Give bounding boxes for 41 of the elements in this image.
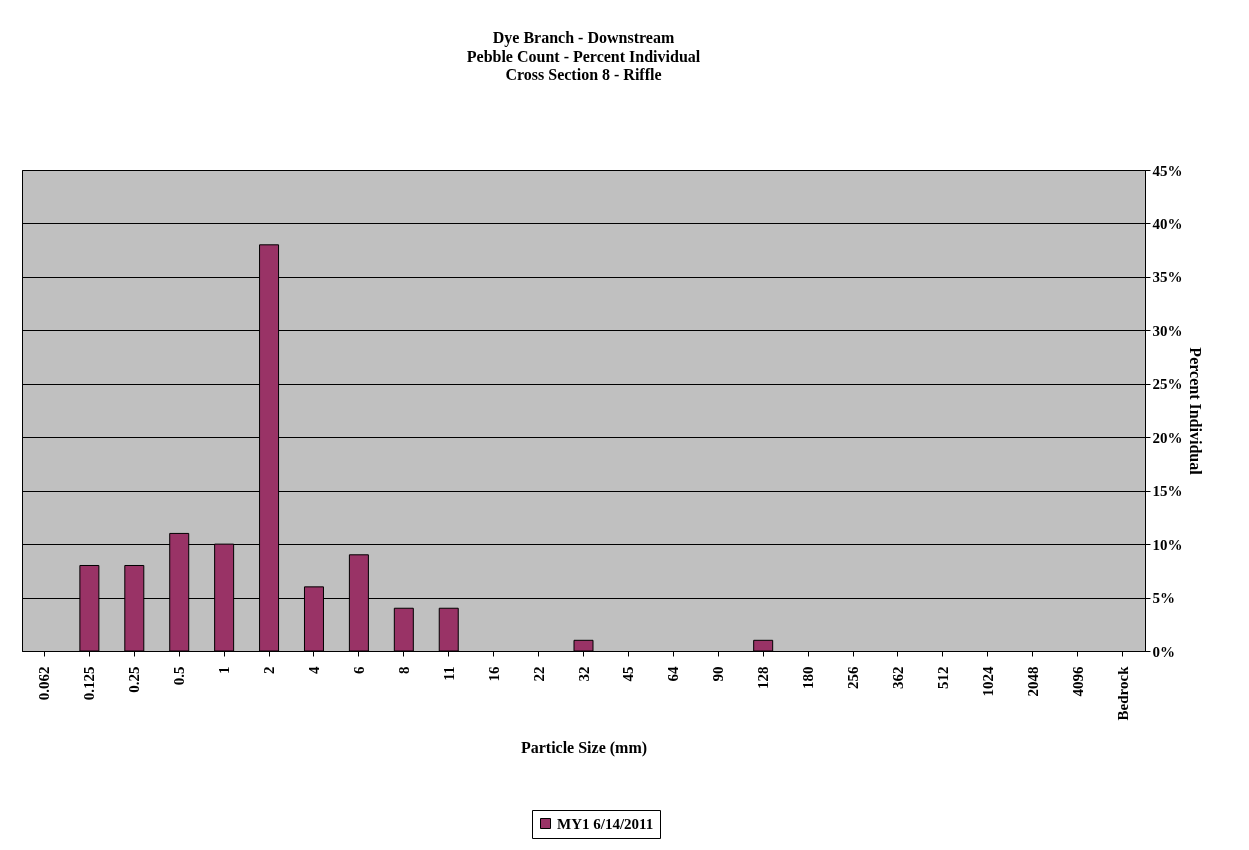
x-tick-label: 64 bbox=[665, 666, 682, 682]
x-tick-label: 1 bbox=[216, 666, 233, 674]
x-tick-label: 0.125 bbox=[81, 666, 98, 701]
y-tick-label: 10% bbox=[1152, 536, 1183, 553]
x-tick-label: 6 bbox=[350, 666, 367, 674]
y-tick-label: 45% bbox=[1152, 162, 1183, 179]
x-tick-label: 512 bbox=[934, 666, 951, 689]
y-tick-label: 35% bbox=[1152, 269, 1183, 286]
text: Pebble Count - Percent Individual bbox=[466, 48, 701, 65]
x-tick-label: 2048 bbox=[1024, 666, 1041, 697]
x-tick-label: 11 bbox=[440, 666, 457, 681]
x-tick-label: 45 bbox=[620, 666, 637, 682]
x-axis-title: Particle Size (mm) bbox=[520, 739, 648, 758]
x-tick-label: Bedrock bbox=[1114, 665, 1131, 721]
x-tick-label: 4 bbox=[305, 666, 322, 674]
x-tick-label: 4096 bbox=[1069, 666, 1086, 697]
y-tick-label: 15% bbox=[1152, 483, 1183, 500]
text: Cross Section 8 - Riffle bbox=[505, 66, 662, 83]
x-tick-label: 1024 bbox=[979, 666, 996, 697]
x-tick-label: 16 bbox=[485, 666, 502, 682]
x-tick-label: 0.25 bbox=[126, 666, 143, 693]
y-axis-title: Percent Individual bbox=[1186, 347, 1204, 476]
x-tick-label: 2 bbox=[261, 666, 278, 674]
x-tick-label: 90 bbox=[710, 666, 727, 682]
chart-title: Dye Branch - Downstream bbox=[492, 29, 675, 47]
y-tick-label: 20% bbox=[1152, 429, 1183, 446]
y-tick-label: 40% bbox=[1152, 215, 1183, 232]
x-tick-label: 0.5 bbox=[171, 666, 188, 686]
x-tick-label: 256 bbox=[845, 666, 862, 689]
y-tick-label: 0% bbox=[1152, 643, 1175, 660]
x-tick-label: 32 bbox=[575, 666, 592, 682]
x-tick-label: 362 bbox=[889, 666, 906, 689]
x-tick-label: 0.062 bbox=[36, 666, 53, 701]
legend-label: MY1 6/14/2011 bbox=[557, 815, 654, 832]
y-tick-label: 5% bbox=[1152, 590, 1175, 607]
y-tick-label: 25% bbox=[1152, 376, 1183, 393]
x-tick-label: 180 bbox=[800, 666, 817, 689]
x-tick-label: 22 bbox=[530, 666, 547, 682]
x-tick-label: 8 bbox=[395, 666, 412, 674]
y-tick-label: 30% bbox=[1152, 322, 1183, 339]
x-tick-label: 128 bbox=[755, 666, 772, 689]
